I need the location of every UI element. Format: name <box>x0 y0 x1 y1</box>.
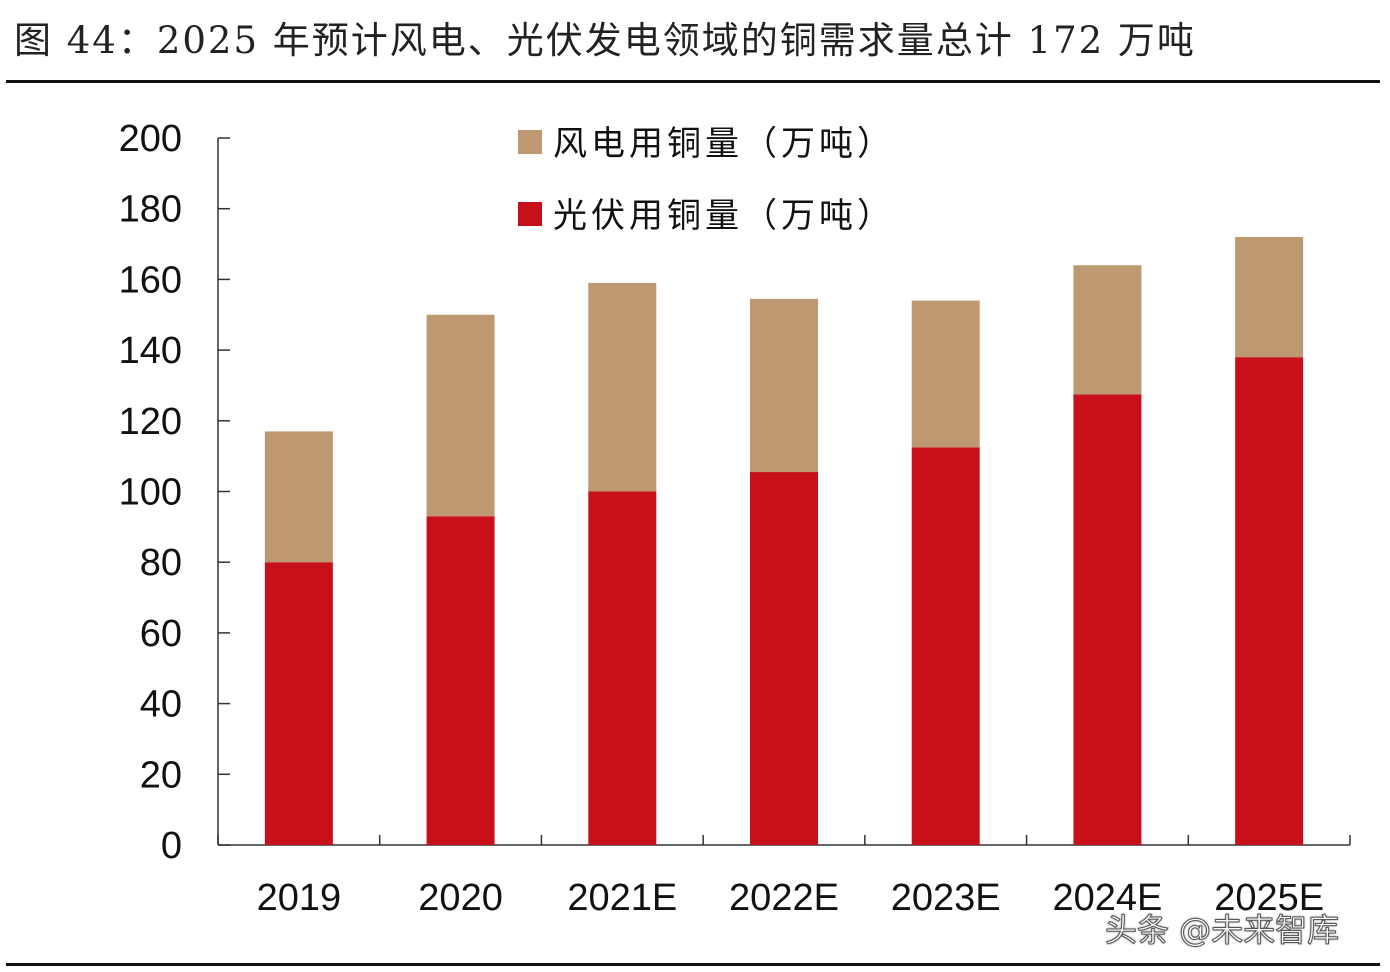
bar-wind <box>750 298 818 473</box>
bar-pv <box>911 447 980 845</box>
x-tick-label: 2023E <box>891 877 1001 919</box>
title-rule <box>6 80 1380 83</box>
bar-wind <box>911 300 980 448</box>
x-tick-label: 2021E <box>567 877 677 919</box>
bar-pv <box>588 491 657 845</box>
y-tick-label: 120 <box>119 401 182 443</box>
y-tick-label: 40 <box>140 684 182 726</box>
legend-swatch <box>518 202 542 226</box>
x-tick-label: 2019 <box>257 877 342 919</box>
bar-wind <box>426 314 495 517</box>
x-tick-label: 2024E <box>1052 877 1162 919</box>
y-tick-label: 200 <box>119 118 182 160</box>
bar-wind <box>1073 265 1142 395</box>
y-tick-label: 160 <box>119 259 182 301</box>
x-tick-label: 2022E <box>729 877 839 919</box>
legend-label: 风电用铜量（万吨） <box>553 124 895 164</box>
bar-pv <box>264 562 333 845</box>
legend-swatch <box>518 130 542 154</box>
watermark: 头条 @未来智库 <box>1104 911 1340 950</box>
y-tick-label: 180 <box>119 189 182 231</box>
legend-label: 光伏用铜量（万吨） <box>553 196 895 236</box>
bar-pv <box>1235 357 1304 845</box>
bottom-rule <box>6 963 1380 966</box>
x-tick-label: 2020 <box>418 877 503 919</box>
bar-wind <box>1235 236 1304 358</box>
bar-wind <box>588 282 657 492</box>
y-tick-label: 0 <box>161 825 182 867</box>
y-tick-label: 140 <box>119 330 182 372</box>
y-tick-label: 60 <box>140 613 182 655</box>
bar-pv <box>1073 394 1142 845</box>
bar-wind <box>264 431 333 563</box>
y-tick-label: 20 <box>140 754 182 796</box>
y-tick-label: 100 <box>119 472 182 514</box>
y-tick-label: 80 <box>140 542 182 584</box>
bar-pv <box>426 516 495 845</box>
chart-title: 图 44：2025 年预计风电、光伏发电领域的铜需求量总计 172 万吨 <box>14 19 1196 62</box>
bar-pv <box>750 472 818 845</box>
x-tick-label: 2025E <box>1214 877 1324 919</box>
